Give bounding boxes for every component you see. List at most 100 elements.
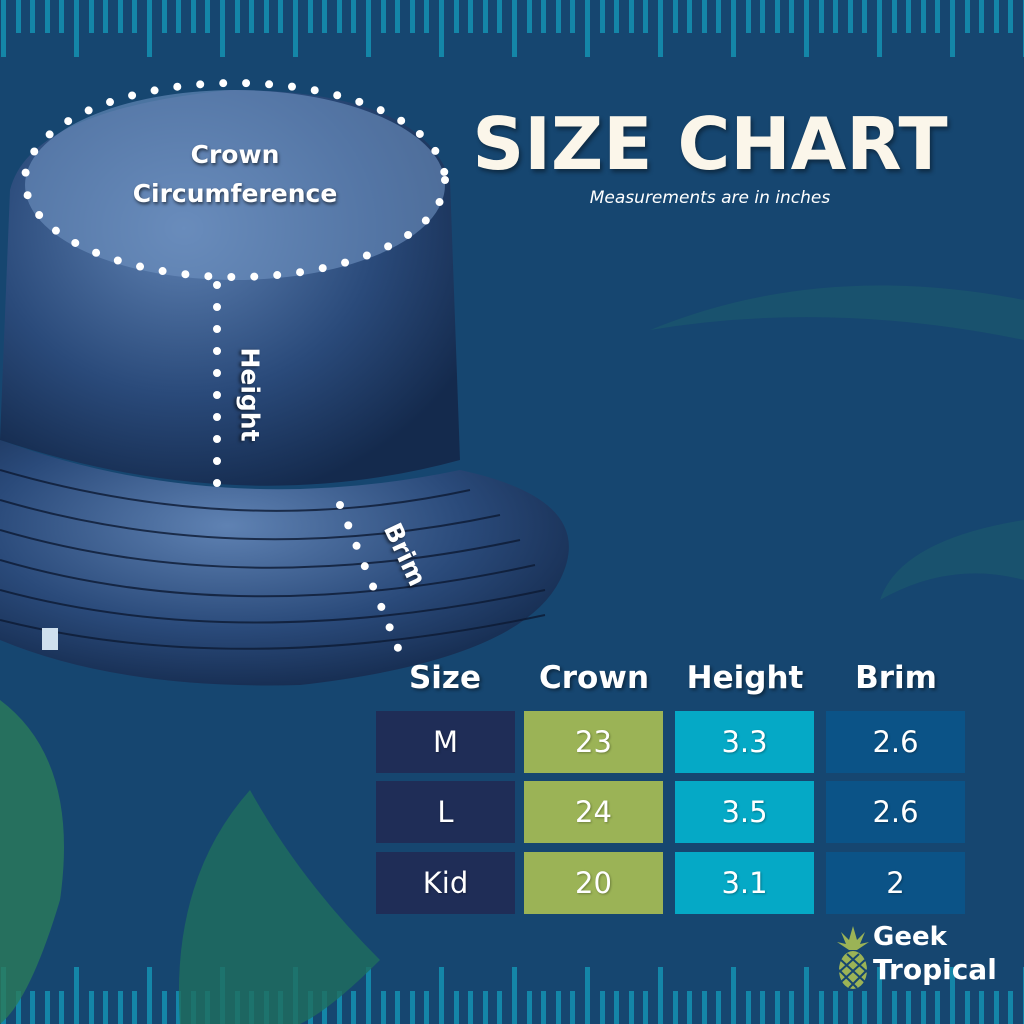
ruler-tick <box>818 991 824 1024</box>
ruler-tick <box>482 991 488 1024</box>
ruler-tick <box>176 991 182 1024</box>
ruler-tick <box>409 991 415 1024</box>
ruler-tick <box>512 967 517 1024</box>
ruler-tick <box>482 0 488 33</box>
ruler-tick <box>687 991 693 1024</box>
logo-text-line2: Tropical <box>873 953 997 986</box>
ruler-tick <box>263 0 269 33</box>
ruler-tick <box>103 991 109 1024</box>
geek-tropical-logo: Geek Tropical <box>835 922 1024 992</box>
table-cell-crown: 24 <box>524 781 663 843</box>
ruler-tick <box>88 991 94 1024</box>
ruler-tick <box>950 0 955 57</box>
ruler-tick <box>745 991 751 1024</box>
ruler-tick <box>380 0 386 33</box>
ruler-tick <box>847 991 853 1024</box>
ruler-tick <box>59 991 65 1024</box>
ruler-tick <box>614 991 620 1024</box>
leaf-decoration-bottom <box>0 700 380 1024</box>
ruler-tick <box>862 0 868 33</box>
column-header-crown: Crown <box>538 660 650 696</box>
ruler-tick <box>862 991 868 1024</box>
ruler-tick <box>424 991 430 1024</box>
ruler-tick <box>935 991 941 1024</box>
ruler-tick <box>395 991 401 1024</box>
ruler-tick <box>628 0 634 33</box>
table-cell-size: Kid <box>376 852 515 914</box>
page-subtitle: Measurements are in inches <box>589 188 831 208</box>
ruler-tick <box>395 0 401 33</box>
column-header-size: Size <box>408 660 482 696</box>
ruler-tick <box>15 0 21 33</box>
ruler-tick <box>526 991 532 1024</box>
ruler-tick <box>993 991 999 1024</box>
ruler-tick <box>30 991 36 1024</box>
logo-text-line1: Geek <box>873 922 947 952</box>
ruler-tick <box>74 967 79 1024</box>
ruler-tick <box>453 991 459 1024</box>
ruler-tick <box>161 991 167 1024</box>
ruler-tick <box>643 991 649 1024</box>
ruler-tick <box>833 0 839 33</box>
ruler-tick <box>614 0 620 33</box>
height-label: Height <box>235 347 265 442</box>
ruler-tick <box>877 0 882 57</box>
crown-label: Crown Circumference <box>95 140 375 208</box>
ruler-tick <box>658 0 663 57</box>
ruler-tick <box>687 0 693 33</box>
table-cell-size: L <box>376 781 515 843</box>
ruler-tick <box>774 991 780 1024</box>
ruler-tick <box>599 0 605 33</box>
ruler-tick <box>964 0 970 33</box>
ruler-tick <box>804 967 809 1024</box>
ruler-tick <box>103 0 109 33</box>
ruler-tick <box>1 0 6 57</box>
ruler-tick <box>497 0 503 33</box>
ruler-tick <box>117 991 123 1024</box>
ruler-tick <box>731 967 736 1024</box>
ruler-tick <box>190 0 196 33</box>
ruler-tick <box>570 991 576 1024</box>
ruler-tick <box>555 991 561 1024</box>
ruler-tick <box>701 0 707 33</box>
ruler-tick <box>570 0 576 33</box>
ruler-tick <box>891 991 897 1024</box>
ruler-tick <box>366 967 371 1024</box>
table-cell-crown: 20 <box>524 852 663 914</box>
ruler-tick <box>176 0 182 33</box>
ruler-tick <box>249 0 255 33</box>
ruler-tick <box>585 0 590 57</box>
ruler-tick <box>628 991 634 1024</box>
ruler-tick <box>979 991 985 1024</box>
ruler-tick <box>366 0 371 57</box>
ruler-tick <box>701 991 707 1024</box>
ruler-tick <box>716 991 722 1024</box>
ruler-tick <box>1008 0 1014 33</box>
table-cell-size: M <box>376 711 515 773</box>
ruler-tick <box>132 991 138 1024</box>
ruler-tick <box>59 0 65 33</box>
ruler-tick <box>789 0 795 33</box>
ruler-tick <box>161 0 167 33</box>
ruler-tick <box>30 0 36 33</box>
ruler-tick <box>672 991 678 1024</box>
ruler-tick <box>964 991 970 1024</box>
ruler-tick <box>789 991 795 1024</box>
ruler-tick <box>234 0 240 33</box>
ruler-tick <box>307 0 313 33</box>
ruler-tick <box>818 0 824 33</box>
ruler-tick <box>453 0 459 33</box>
ruler-tick <box>920 991 926 1024</box>
table-cell-brim: 2.6 <box>826 711 965 773</box>
table-cell-crown: 23 <box>524 711 663 773</box>
table-cell-brim: 2.6 <box>826 781 965 843</box>
table-cell-height: 3.3 <box>675 711 814 773</box>
column-header-height: Height <box>686 660 804 696</box>
ruler-tick <box>409 0 415 33</box>
ruler-tick <box>468 0 474 33</box>
ruler-tick <box>643 0 649 33</box>
ruler-tick <box>760 991 766 1024</box>
ruler-tick <box>599 991 605 1024</box>
ruler-tick <box>935 0 941 33</box>
table-cell-brim: 2 <box>826 852 965 914</box>
